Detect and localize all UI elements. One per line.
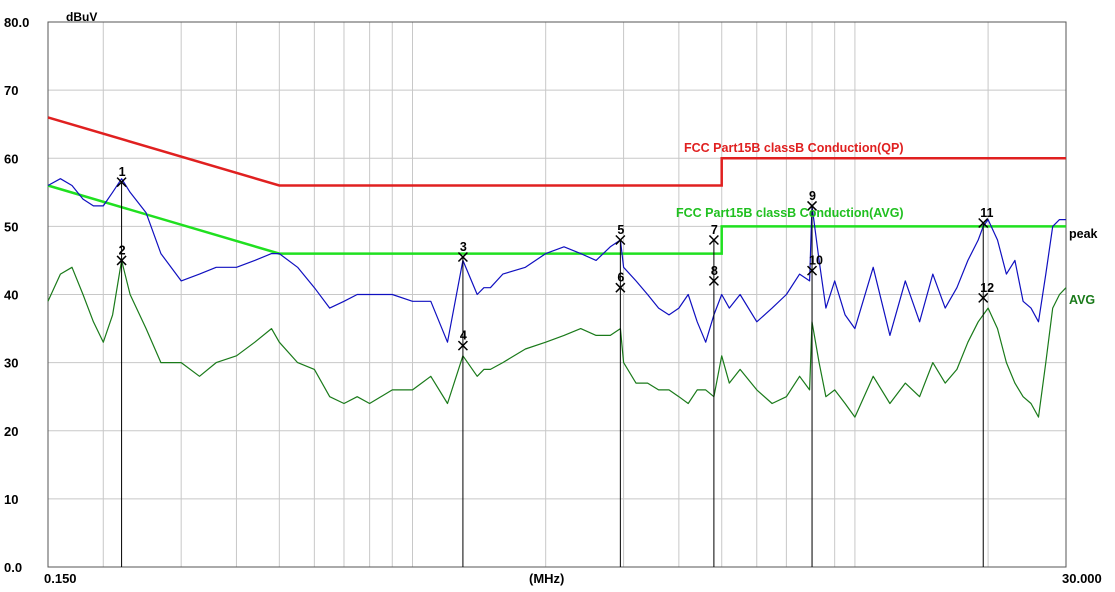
x-tick-label-right: 30.000 (1062, 571, 1102, 586)
marker-x (807, 265, 818, 276)
qp-limit-line (47, 116, 1066, 187)
marker-x (615, 234, 626, 246)
peak-series-label: peak (1069, 227, 1098, 241)
avg-trace (47, 259, 1067, 418)
peak-trace (47, 178, 1066, 343)
marker-number: 9 (809, 189, 816, 203)
marker-x (116, 255, 127, 266)
marker-number: 2 (119, 243, 126, 257)
traces (47, 178, 1067, 418)
marker-number: 10 (809, 254, 823, 268)
marker-number: 6 (617, 271, 624, 285)
y-tick-label: 0.0 (4, 560, 22, 575)
y-tick-label: 60 (4, 151, 18, 166)
marker-x (978, 292, 989, 303)
y-tick-label: 30 (4, 356, 18, 371)
y-tick-label: 40 (4, 288, 18, 303)
marker-number: 11 (980, 206, 993, 220)
marker-number: 5 (617, 223, 624, 237)
y-tick-label: 70 (4, 83, 18, 98)
avg-limit-line (47, 184, 1066, 255)
qp-limit-label: FCC Part15B classB Conduction(QP) (684, 141, 903, 155)
marker-number: 12 (980, 281, 994, 295)
marker-x (615, 282, 626, 293)
marker-x (457, 340, 468, 351)
x-tick-label-left: 0.150 (44, 571, 77, 586)
marker-x (708, 275, 719, 286)
labels: dBuV (MHz) 0.150 30.000 FCC Part15B clas… (4, 10, 1102, 586)
plot-frame (47, 21, 1067, 568)
x-axis-unit-label: (MHz) (529, 571, 564, 586)
marker-x (457, 252, 468, 263)
marker-number: 1 (119, 165, 126, 179)
y-tick-label: 10 (4, 492, 18, 507)
y-tick-label: 80.0 (4, 15, 29, 30)
y-tick-label: 20 (4, 424, 18, 439)
marker-number: 4 (460, 329, 467, 343)
marker-x (708, 234, 719, 246)
marker-number: 3 (460, 240, 467, 254)
y-axis-unit-label: dBuV (66, 10, 97, 24)
avg-limit-label: FCC Part15B classB Conduction(AVG) (676, 206, 904, 220)
marker-x (978, 217, 989, 228)
y-tick-label: 50 (4, 219, 18, 234)
marker-number: 8 (711, 264, 718, 278)
avg-series-label: AVG (1069, 293, 1095, 307)
limit-lines (47, 116, 1066, 255)
marker-number: 7 (711, 223, 718, 237)
marker-x (116, 177, 127, 188)
marker-x (807, 200, 818, 211)
